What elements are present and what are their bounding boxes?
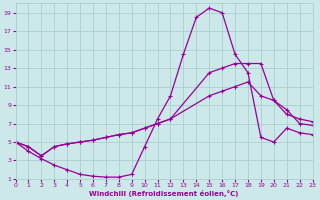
X-axis label: Windchill (Refroidissement éolien,°C): Windchill (Refroidissement éolien,°C) — [89, 190, 239, 197]
